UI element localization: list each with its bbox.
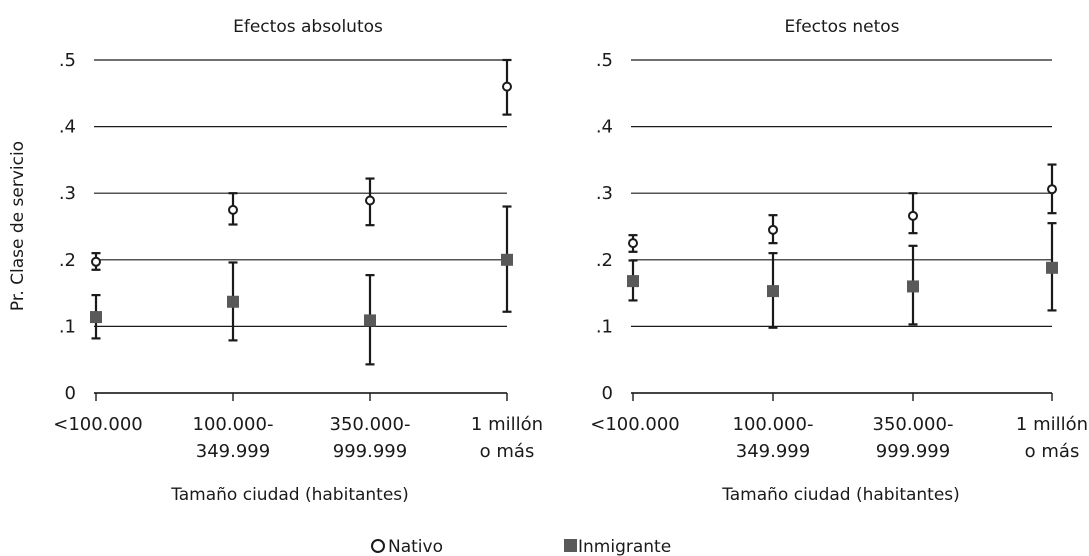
x-tick-label: 999.999 [333, 441, 407, 462]
data-point-nativo [628, 238, 638, 249]
x-axis-label: Tamaño ciudad (habitantes) [170, 485, 409, 505]
data-point-inmigrante [1046, 261, 1058, 274]
data-point-inmigrante [501, 253, 513, 266]
x-tick-label: 100.000- [733, 414, 814, 435]
panel-title: Efectos netos [784, 17, 899, 37]
y-tick-label: .4 [59, 117, 76, 138]
y-tick-label: 0 [65, 383, 76, 404]
x-tick-label: 350.000- [330, 414, 411, 435]
y-tick-label: 0 [602, 383, 613, 404]
y-tick-label: .2 [59, 250, 76, 271]
y-tick-label: .5 [59, 50, 76, 71]
data-point-nativo [1047, 184, 1057, 195]
x-tick-label: 350.000- [873, 414, 954, 435]
y-axis-label: Pr. Clase de servicio [8, 141, 28, 311]
panel-title: Efectos absolutos [233, 17, 383, 37]
y-tick-label: .3 [59, 183, 76, 204]
x-tick-label: o más [1025, 441, 1080, 462]
x-tick-label: 100.000- [193, 414, 274, 435]
data-point-nativo [908, 210, 918, 221]
legend-label-nativo: Nativo [388, 537, 443, 556]
data-point-inmigrante [767, 285, 779, 298]
legend-marker-nativo [371, 539, 385, 553]
x-axis-label: Tamaño ciudad (habitantes) [721, 485, 960, 505]
data-point-inmigrante [227, 295, 239, 308]
data-point-nativo [228, 204, 238, 215]
y-tick-label: .2 [596, 250, 613, 271]
x-tick-label: 1 millón [1016, 414, 1088, 435]
y-tick-label: .4 [596, 117, 613, 138]
data-point-inmigrante [90, 311, 102, 324]
x-tick-label: 349.999 [736, 441, 810, 462]
y-tick-label: .3 [596, 183, 613, 204]
data-point-nativo [768, 224, 778, 235]
x-tick-label: 1 millón [471, 414, 543, 435]
data-point-nativo [502, 81, 512, 92]
legend-label-inmigrante: Inmigrante [578, 537, 671, 556]
data-point-nativo [365, 195, 375, 206]
data-point-inmigrante [364, 314, 376, 327]
x-tick-label: <100.000 [53, 414, 143, 435]
y-tick-label: .1 [596, 316, 613, 337]
data-point-inmigrante [627, 275, 639, 288]
x-tick-label: 349.999 [196, 441, 270, 462]
data-point-nativo [91, 256, 101, 267]
y-tick-label: .5 [596, 50, 613, 71]
x-tick-label: o más [480, 441, 535, 462]
y-tick-label: .1 [59, 316, 76, 337]
data-point-inmigrante [907, 280, 919, 293]
x-tick-label: 999.999 [876, 441, 950, 462]
x-tick-label: <100.000 [590, 414, 680, 435]
legend-marker-inmigrante [564, 539, 577, 552]
